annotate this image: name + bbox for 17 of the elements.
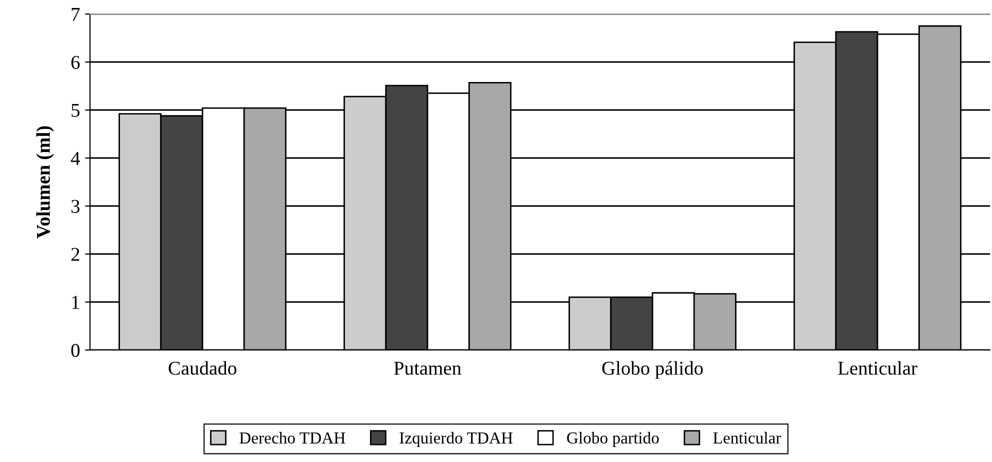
y-tick-label: 6 [71,56,80,69]
legend-label: Lenticular [713,432,782,444]
legend-label: Derecho TDAH [240,432,346,444]
y-tick-label: 3 [71,200,80,213]
x-tick-label: Globo pálido [602,361,703,379]
y-tick-label: 1 [72,296,80,309]
y-tick-label: 4 [70,152,80,165]
x-tick-label: Caudado [168,361,236,375]
y-tick-label: 7 [72,8,80,21]
y-axis-title: Volumen (ml) [36,126,54,238]
y-tick-label: 5 [72,104,80,117]
x-tick-label: Lenticular [838,361,918,375]
legend-label: Globo partido [567,432,659,447]
y-tick-label: 2 [71,248,80,261]
legend-label: Izquierdo TDAH [400,432,513,447]
y-tick-label: 0 [71,344,80,357]
x-tick-label: Putamen [394,362,462,375]
